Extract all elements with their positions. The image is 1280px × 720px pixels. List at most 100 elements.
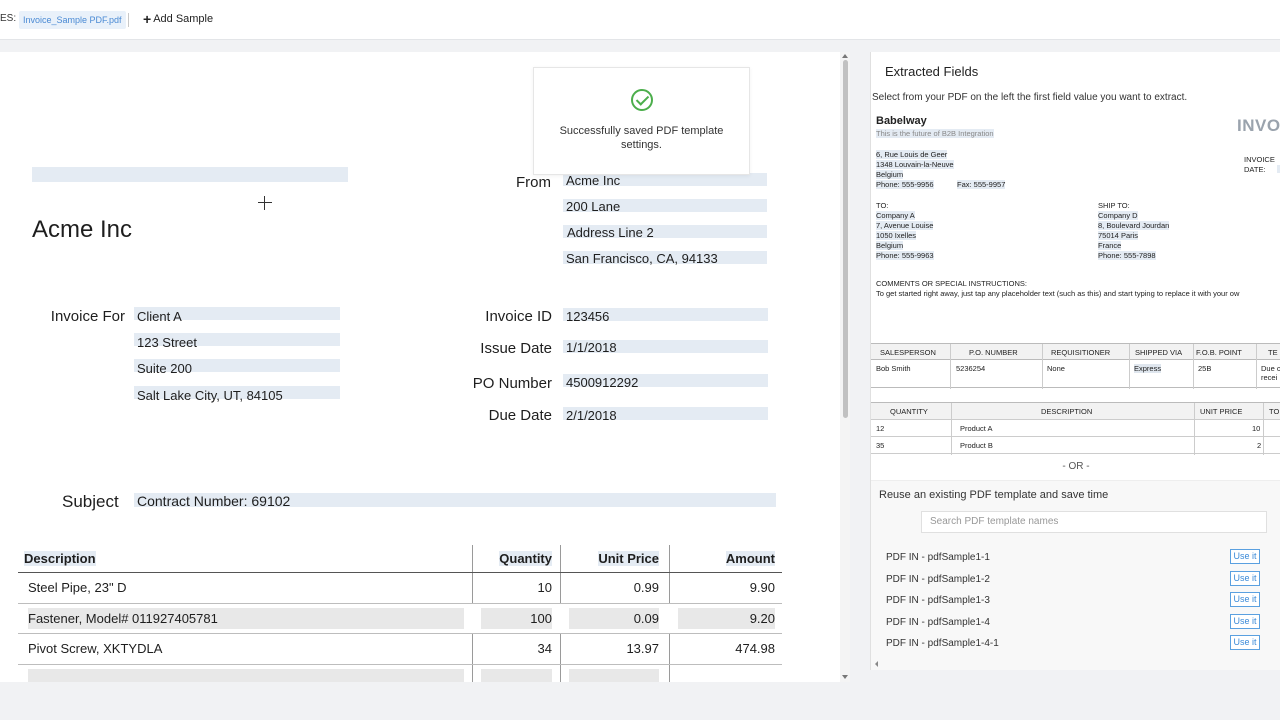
preview-ship-line[interactable]: 75014 Paris [1098,231,1139,240]
item-amount[interactable]: 9.90 [749,580,775,596]
item-description[interactable] [24,665,472,682]
preview-to-line[interactable]: 1050 Ixelles [876,231,917,240]
preview-col-header[interactable]: DESCRIPTION [1041,407,1093,416]
due-date-value[interactable]: 2/1/2018 [566,408,617,423]
from-line[interactable]: San Francisco, CA, 94133 [566,251,718,266]
preview-cell[interactable]: 5236254 [956,364,986,373]
preview-address[interactable]: 1348 Louvain-la-Neuve [876,160,954,169]
preview-comments-label[interactable]: COMMENTS OR SPECIAL INSTRUCTIONS: [876,279,1027,288]
client-line[interactable]: 123 Street [137,335,197,350]
preview-ship-line[interactable]: Company D [1098,211,1138,220]
preview-to-label[interactable]: TO: [876,201,889,210]
table-row[interactable]: 0.00 [18,665,782,682]
preview-ship-label[interactable]: SHIP TO: [1098,201,1130,210]
viewer-scrollbar[interactable] [840,52,850,682]
item-unit-price[interactable]: 0.09 [561,604,669,634]
item-quantity[interactable]: 100 [473,604,560,634]
item-quantity[interactable] [473,665,560,682]
use-template-button[interactable]: Use it [1230,635,1260,651]
column-header-description[interactable]: Description [24,551,96,566]
scrollbar-thumb[interactable] [843,60,848,418]
preview-cell[interactable]: 10 [1252,424,1261,433]
template-search-input[interactable]: Search PDF template names [921,511,1267,533]
table-row[interactable]: Pivot Screw, XKTYDLA 34 13.97 474.98 [18,634,782,665]
preview-to-line[interactable]: 7, Avenue Louise [876,221,934,230]
scroll-left-arrow-icon[interactable] [875,661,878,667]
preview-cell[interactable]: 2 [1257,441,1262,450]
sample-file-chip[interactable]: Invoice_Sample PDF.pdf [19,11,126,29]
preview-col-header[interactable]: TE [1268,348,1278,357]
preview-ship-line[interactable]: France [1098,241,1122,250]
preview-cell[interactable]: None [1047,364,1065,373]
preview-col-header[interactable]: TO [1269,407,1280,416]
from-line[interactable]: Acme Inc [566,173,621,188]
preview-phone[interactable]: Phone: 555-9956 [876,180,934,189]
field-highlight[interactable] [134,493,776,507]
item-description[interactable]: Steel Pipe, 23" D [28,580,127,596]
preview-col-header[interactable]: QUANTITY [890,407,928,416]
preview-col-header[interactable]: SHIPPED VIA [1135,348,1183,357]
invoice-id-value[interactable]: 123456 [566,309,610,324]
preview-to-phone[interactable]: Phone: 555-9963 [876,251,934,260]
item-unit-price[interactable]: 13.97 [626,641,659,657]
field-highlight[interactable] [563,225,767,238]
item-amount[interactable]: 474.98 [735,641,775,657]
preview-invoice-meta[interactable]: INVOICE [1244,155,1275,164]
preview-cell[interactable]: Due c [1261,364,1280,373]
preview-ship-line[interactable]: 8, Boulevard Jourdan [1098,221,1170,230]
preview-ship-phone[interactable]: Phone: 555-7898 [1098,251,1156,260]
scroll-down-arrow-icon[interactable] [842,675,848,679]
preview-invoice-meta[interactable]: DATE: [1244,165,1266,174]
item-quantity[interactable]: 34 [537,641,552,657]
item-unit-price[interactable]: 0.99 [633,580,659,596]
item-description[interactable]: Pivot Screw, XKTYDLA [28,641,163,657]
item-amount[interactable]: 9.20 [670,604,782,634]
from-line[interactable]: 200 Lane [566,199,621,214]
preview-col-header[interactable]: REQUISITIONER [1051,348,1111,357]
preview-cell[interactable]: Express [1134,364,1162,373]
company-name[interactable]: Acme Inc [32,216,133,243]
preview-cell[interactable]: 35 [876,441,885,450]
client-line[interactable]: Suite 200 [137,361,192,376]
field-highlight[interactable] [134,386,340,399]
preview-to-line[interactable]: Belgium [876,241,904,250]
preview-cell[interactable]: 25B [1198,364,1212,373]
panel-horizontal-scrollbar[interactable] [871,660,1280,668]
client-line[interactable]: Client A [137,309,182,324]
preview-cell[interactable]: Product B [960,441,993,450]
from-line[interactable]: Address Line 2 [567,225,654,240]
field-highlight[interactable] [563,340,768,353]
use-template-button[interactable]: Use it [1230,570,1260,586]
use-template-button[interactable]: Use it [1230,613,1260,629]
field-highlight[interactable] [563,407,768,420]
field-highlight[interactable] [134,359,340,372]
subject-value[interactable]: Contract Number: 69102 [137,493,291,509]
preview-address[interactable]: 6, Rue Louis de Geer [876,150,948,159]
po-number-value[interactable]: 4500912292 [566,375,639,390]
issue-date-value[interactable]: 1/1/2018 [566,340,617,355]
preview-cell[interactable]: 12 [876,424,885,433]
pdf-preview[interactable]: Babelway This is the future of B2B Integ… [871,112,1280,472]
add-sample-button[interactable]: + Add Sample [143,12,213,26]
preview-col-header[interactable]: SALESPERSON [880,348,936,357]
field-highlight[interactable] [563,308,768,321]
preview-fax[interactable]: Fax: 555-9957 [957,180,1006,189]
preview-doc-title[interactable]: INVO [1237,116,1280,135]
column-header-quantity[interactable]: Quantity [499,551,552,566]
preview-col-header[interactable]: P.O. NUMBER [969,348,1018,357]
field-highlight[interactable] [563,374,768,387]
preview-brand[interactable]: Babelway [876,115,927,127]
preview-col-header[interactable]: UNIT PRICE [1200,407,1243,416]
field-highlight[interactable] [134,307,340,320]
field-highlight[interactable] [32,167,348,182]
use-template-button[interactable]: Use it [1230,592,1260,608]
column-header-amount[interactable]: Amount [725,551,775,566]
preview-tagline[interactable]: This is the future of B2B Integration [876,129,994,138]
scroll-up-arrow-icon[interactable] [842,54,848,58]
item-quantity[interactable]: 10 [537,580,552,596]
preview-col-header[interactable]: F.O.B. POINT [1196,348,1242,357]
column-header-unit-price[interactable]: Unit Price [598,551,659,566]
item-description[interactable]: Fastener, Model# 011927405781 [24,604,472,634]
client-line[interactable]: Salt Lake City, UT, 84105 [137,388,283,403]
preview-cell[interactable]: recei [1261,373,1278,382]
